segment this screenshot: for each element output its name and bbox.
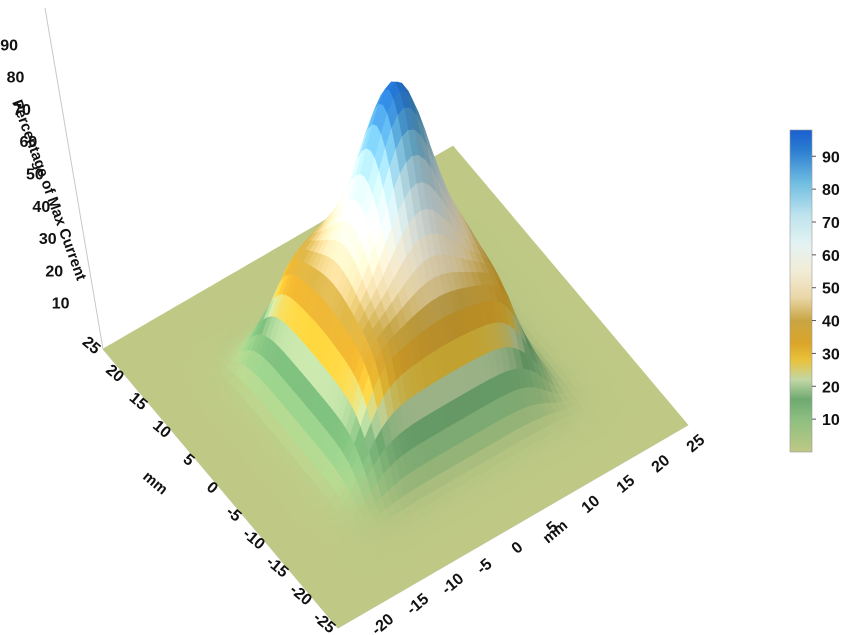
- y-tick-label: 25: [79, 334, 104, 359]
- z-axis-title: Percentage of Max Current: [8, 98, 89, 283]
- y-axis-title: mm: [139, 468, 170, 498]
- y-tick-label: 5: [180, 451, 198, 470]
- surface-layer: [102, 81, 689, 629]
- z-tick-label: 60: [20, 134, 38, 151]
- z-tick-label: 50: [26, 167, 44, 184]
- x-tick-label: -20: [369, 611, 398, 635]
- x-tick-label: -10: [439, 570, 468, 598]
- colorbar-tick-label: 60: [822, 248, 840, 265]
- colorbar-scale: [789, 129, 813, 453]
- z-tick-label: 30: [39, 231, 57, 248]
- colorbar-tick-label: 40: [822, 314, 840, 331]
- x-tick-label: -15: [404, 591, 433, 619]
- colorbar-tick-label: 50: [822, 281, 840, 298]
- x-tick-label: 15: [614, 472, 639, 497]
- colorbar-tick-label: 90: [822, 149, 840, 166]
- z-tick-label: 80: [7, 70, 25, 87]
- x-tick-label: 0: [509, 539, 527, 558]
- z-tick-label: 20: [45, 263, 63, 280]
- y-tick-label: 0: [203, 479, 221, 498]
- colorbar-tick-label: 20: [822, 379, 840, 396]
- x-axis-title: mm: [540, 517, 571, 547]
- colorbar-tick-label: 80: [822, 182, 840, 199]
- colorbar: 10 20 30 40 50 60 70 80 90: [789, 129, 840, 453]
- colorbar-tick-label: 30: [822, 346, 840, 363]
- colorbar-tick-label: 70: [822, 215, 840, 232]
- colorbar-ticks: 10 20 30 40 50 60 70 80 90: [812, 149, 840, 429]
- x-tick-label: -5: [474, 556, 496, 578]
- surface-cell: [333, 619, 345, 629]
- z-tick-label: 40: [32, 199, 50, 216]
- x-tick-label: 25: [684, 432, 709, 457]
- x-tick-label: 10: [579, 492, 604, 517]
- z-tick-label: 90: [0, 37, 18, 54]
- z-tick-label: 70: [13, 102, 31, 119]
- colorbar-tick-label: 10: [822, 412, 840, 429]
- x-tick-label: 20: [649, 452, 674, 477]
- z-axis-line: [44, 7, 104, 350]
- z-tick-label: 10: [52, 296, 70, 313]
